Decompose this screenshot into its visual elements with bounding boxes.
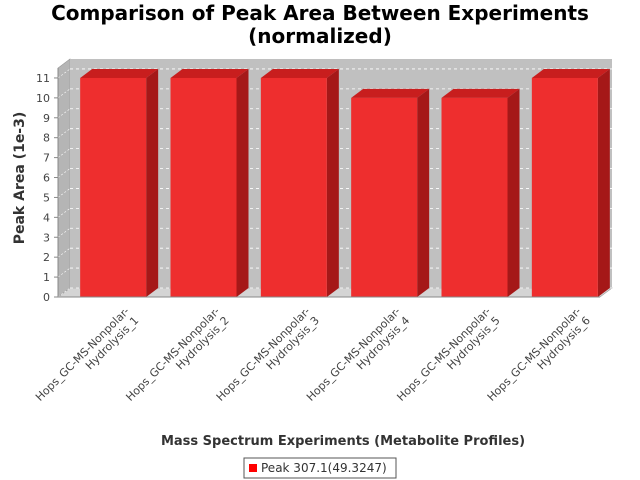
- grid-line-side: [57, 228, 71, 238]
- grid-lines: [57, 68, 612, 298]
- grid-line-side: [57, 68, 71, 79]
- bar-front: [351, 97, 418, 297]
- y-axis: 0 1 2 3 4 5 6 7 8 9 10 11: [36, 68, 59, 304]
- bar-top: [260, 68, 339, 78]
- bar: [260, 68, 339, 298]
- chart-title-line-1: Comparison of Peak Area Between Experime…: [51, 1, 589, 25]
- y-tick-label: 9: [43, 112, 50, 125]
- y-tick-label: 0: [43, 291, 50, 304]
- x-tick-label-line: Hops_GC-MS-Nonpolar-: [33, 305, 132, 404]
- y-tick-label: 7: [43, 152, 50, 165]
- x-tick-label-line: Hops_GC-MS-Nonpolar-: [394, 305, 493, 404]
- bar-side: [597, 68, 610, 298]
- x-axis: Hops_GC-MS-Nonpolar-Hydrolysis_1Hops_GC-…: [33, 296, 600, 404]
- y-tick-label: 10: [36, 92, 50, 105]
- grid-line-side: [57, 108, 71, 119]
- y-tick-label: 8: [43, 132, 50, 145]
- bar: [80, 68, 159, 298]
- bar-side: [236, 68, 249, 298]
- x-tick-label-line: Hops_GC-MS-Nonpolar-: [304, 305, 403, 404]
- y-tick-label: 6: [43, 172, 50, 185]
- grid-line-side: [57, 188, 71, 198]
- legend-swatch: [249, 464, 257, 472]
- bar-top: [441, 88, 520, 98]
- bar-side: [507, 88, 520, 297]
- x-tick-label-line: Hops_GC-MS-Nonpolar-: [214, 305, 313, 404]
- plot-left-wall: [57, 58, 71, 298]
- chart-title-line-2: (normalized): [248, 24, 392, 48]
- y-tick-label: 2: [43, 251, 50, 264]
- grid-line-side: [57, 267, 71, 278]
- legend-box: [243, 457, 397, 479]
- bar-side: [146, 68, 159, 298]
- bar-front: [170, 77, 237, 298]
- bar-side: [417, 88, 430, 297]
- plot-background: [57, 58, 613, 298]
- y-tick-label: 1: [43, 271, 50, 284]
- bars: [80, 68, 610, 298]
- x-tick-label-line: Hops_GC-MS-Nonpolar-: [485, 305, 584, 404]
- legend: Peak 307.1(49.3247): [243, 457, 397, 479]
- grid-line-side: [57, 247, 71, 258]
- grid-line-side: [57, 208, 71, 218]
- chart-title: Comparison of Peak Area Between Experime…: [0, 2, 640, 48]
- x-tick-label-line: Hops_GC-MS-Nonpolar-: [123, 305, 222, 404]
- bar-top: [170, 68, 249, 78]
- bar: [170, 68, 249, 298]
- grid-line-side: [57, 128, 71, 138]
- y-tick-label: 5: [43, 191, 50, 204]
- legend-label: Peak 307.1(49.3247): [261, 461, 387, 475]
- bar-top: [531, 68, 610, 78]
- x-axis-label: Mass Spectrum Experiments (Metabolite Pr…: [161, 434, 525, 449]
- bar-front: [80, 77, 147, 298]
- bar-front: [260, 77, 327, 298]
- y-tick-label: 11: [36, 72, 50, 85]
- bar: [351, 88, 430, 297]
- grid-line-side: [57, 88, 71, 99]
- grid-line-side: [57, 287, 71, 298]
- bar-top: [351, 88, 430, 98]
- bar-front: [441, 97, 508, 297]
- bar: [441, 88, 520, 297]
- grid-line-side: [57, 148, 71, 158]
- bar-side: [326, 68, 339, 298]
- y-tick-label: 3: [43, 231, 50, 244]
- x-tick-label: Hops_GC-MS-Nonpolar-Hydrolysis_6: [485, 305, 593, 404]
- bar-front: [531, 77, 598, 298]
- plot-back-wall: [70, 59, 612, 288]
- bar-top: [80, 68, 159, 78]
- y-tick-label: 4: [43, 211, 50, 224]
- y-axis-label: Peak Area (1e-3): [12, 112, 28, 245]
- grid-line-side: [57, 168, 71, 178]
- bar: [531, 68, 610, 298]
